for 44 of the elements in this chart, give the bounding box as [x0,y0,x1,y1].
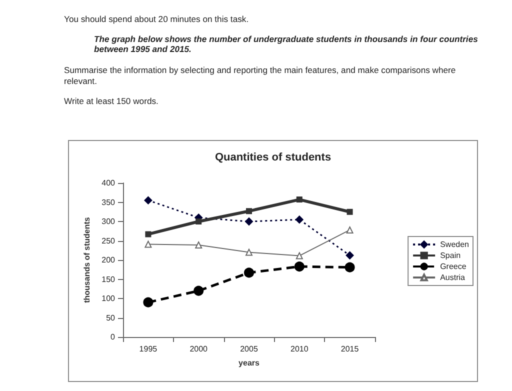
point [294,262,304,272]
text: Write at least 150 words. [64,96,160,106]
legend-label: Greece [440,262,467,271]
y-tick-label: 150 [102,274,116,284]
x-tick-label: 2005 [240,344,258,354]
text: The graph below shows the number of undergraduate students in thousands in four countries between 1995 and 2015. [94,34,479,56]
point [296,252,303,260]
legend-label: Sweden [440,240,470,249]
x-axis-title: years [238,358,260,368]
point [346,251,354,260]
point [195,241,202,248]
point [246,248,252,256]
point [144,196,152,204]
x-tick-label: 1995 [139,344,158,354]
y-tick-label: 100 [102,294,116,303]
point [346,226,354,234]
y-tick-label: 250 [102,236,116,246]
x-tick-label: 2010 [290,344,309,354]
y-tick-label: 200 [102,256,116,264]
x-tick-label: 2015 [340,344,360,354]
x-tick-label: 2000 [190,344,208,354]
point [145,231,152,238]
y-tick-label: 350 [102,198,116,207]
y-tick-label: 0 [110,332,116,342]
point [296,196,302,203]
y-tick-label: 400 [102,178,116,188]
point [144,240,152,248]
y-tick-label: 300 [102,217,116,226]
legend-label: Spain [440,251,461,260]
chart-title: Quantities of students [214,152,332,164]
y-axis-title: thousands of students [82,216,92,303]
point [196,218,202,224]
point [346,208,353,215]
point [143,297,154,308]
text: Summarise the information by selecting and reporting the main features, and make comparisons where relevant. [64,65,457,87]
point [194,286,204,296]
y-tick-label: 50 [106,313,116,322]
point [245,218,253,226]
point [246,208,252,214]
point [344,262,355,272]
text: You should spend about 20 minutes on this task. [64,14,250,25]
point [244,268,254,278]
legend-label: Austria [440,273,466,282]
point [295,216,304,224]
